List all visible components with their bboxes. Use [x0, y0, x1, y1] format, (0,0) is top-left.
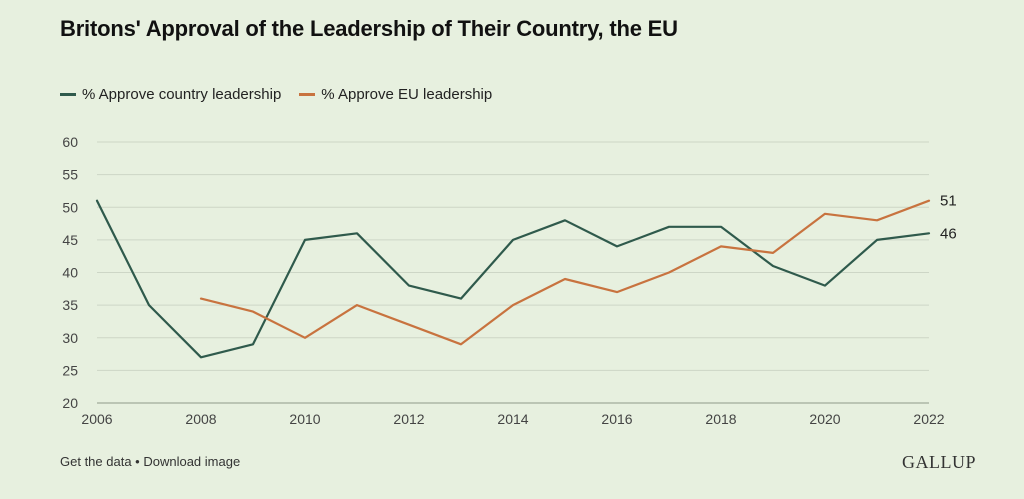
y-tick-label-25: 25 — [62, 362, 78, 378]
legend-label-eu: % Approve EU leadership — [321, 86, 493, 103]
y-tick-label-50: 50 — [62, 199, 78, 215]
legend-item-country: % Approve country leadership — [60, 86, 281, 103]
end-label-eu: 51 — [940, 193, 957, 210]
legend-item-eu: % Approve EU leadership — [299, 86, 492, 103]
y-tick-label-55: 55 — [62, 167, 78, 183]
x-tick-label-2006: 2006 — [81, 411, 112, 427]
y-tick-label-35: 35 — [62, 297, 78, 313]
footer-separator: • — [131, 454, 144, 469]
y-tick-label-45: 45 — [62, 232, 78, 248]
x-tick-label-2012: 2012 — [393, 411, 424, 427]
y-tick-label-30: 30 — [62, 330, 78, 346]
get-data-link[interactable]: Get the data — [60, 454, 132, 469]
end-label-country: 46 — [940, 225, 957, 242]
x-tick-label-2020: 2020 — [809, 411, 840, 427]
x-tick-label-2014: 2014 — [497, 411, 528, 427]
y-tick-label-20: 20 — [62, 395, 78, 411]
chart-title: Britons' Approval of the Leadership of T… — [60, 16, 678, 41]
x-tick-label-2016: 2016 — [601, 411, 632, 427]
footer-links: Get the data • Download image — [60, 454, 240, 469]
y-tick-label-60: 60 — [62, 134, 78, 150]
x-tick-label-2010: 2010 — [289, 411, 320, 427]
legend-label-country: % Approve country leadership — [82, 86, 282, 103]
x-tick-label-2022: 2022 — [913, 411, 944, 427]
legend-swatch-eu — [299, 93, 316, 96]
y-tick-label-40: 40 — [62, 265, 78, 281]
x-tick-label-2008: 2008 — [185, 411, 216, 427]
legend-swatch-country — [60, 93, 76, 96]
chart-legend: % Approve country leadership % Approve E… — [60, 86, 510, 103]
series-line-eu — [199, 199, 931, 346]
x-tick-label-2018: 2018 — [705, 411, 736, 427]
series-line-country — [95, 199, 931, 359]
gallup-logo: GALLUP — [902, 452, 976, 472]
download-image-link[interactable]: Download image — [143, 454, 241, 469]
